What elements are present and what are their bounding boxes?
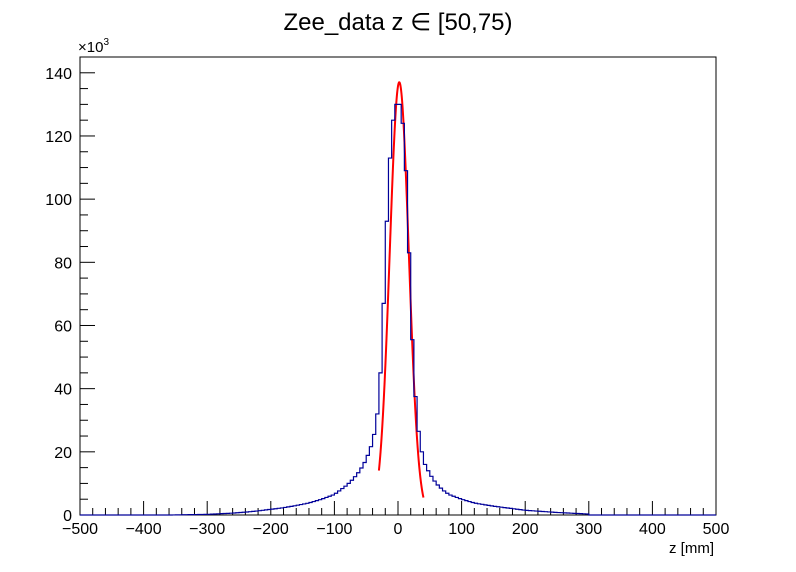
x-tick-label: 200	[512, 521, 539, 538]
y-tick-label: 20	[54, 445, 72, 462]
x-tick-label: 300	[575, 521, 602, 538]
x-tick-label: −300	[189, 521, 225, 538]
x-tick-label: −400	[126, 521, 162, 538]
chart-title: Zee_data z ∈ [50,75)	[283, 9, 512, 36]
y-tick-label: 60	[54, 318, 72, 335]
y-tick-label: 140	[45, 66, 72, 83]
x-tick-label: −200	[253, 521, 289, 538]
histogram-layer	[80, 103, 716, 516]
x-tick-label: −500	[62, 521, 98, 538]
x-axis-label: z [mm]	[669, 540, 714, 557]
plot-frame	[79, 56, 717, 516]
histogram-line	[80, 103, 716, 516]
y-tick-label: 100	[45, 192, 72, 209]
y-multiplier-label: ×103	[78, 37, 109, 56]
x-axis: −500 −400 −300 −200 −100 0 100 200 300 400 500	[62, 501, 729, 538]
x-tick-label: 0	[394, 521, 403, 538]
fit-curve	[377, 81, 425, 498]
x-tick-label: 500	[703, 521, 730, 538]
y-tick-label: 120	[45, 129, 72, 146]
fit-layer	[377, 81, 425, 498]
y-axis: 0 20 40 60 80 100 120 140	[45, 56, 95, 525]
x-tick-label: 400	[639, 521, 666, 538]
x-tick-label: 100	[448, 521, 475, 538]
y-tick-label: 80	[54, 255, 72, 272]
y-tick-label: 0	[63, 508, 72, 525]
x-tick-label: −100	[316, 521, 352, 538]
y-tick-label: 40	[54, 382, 72, 399]
